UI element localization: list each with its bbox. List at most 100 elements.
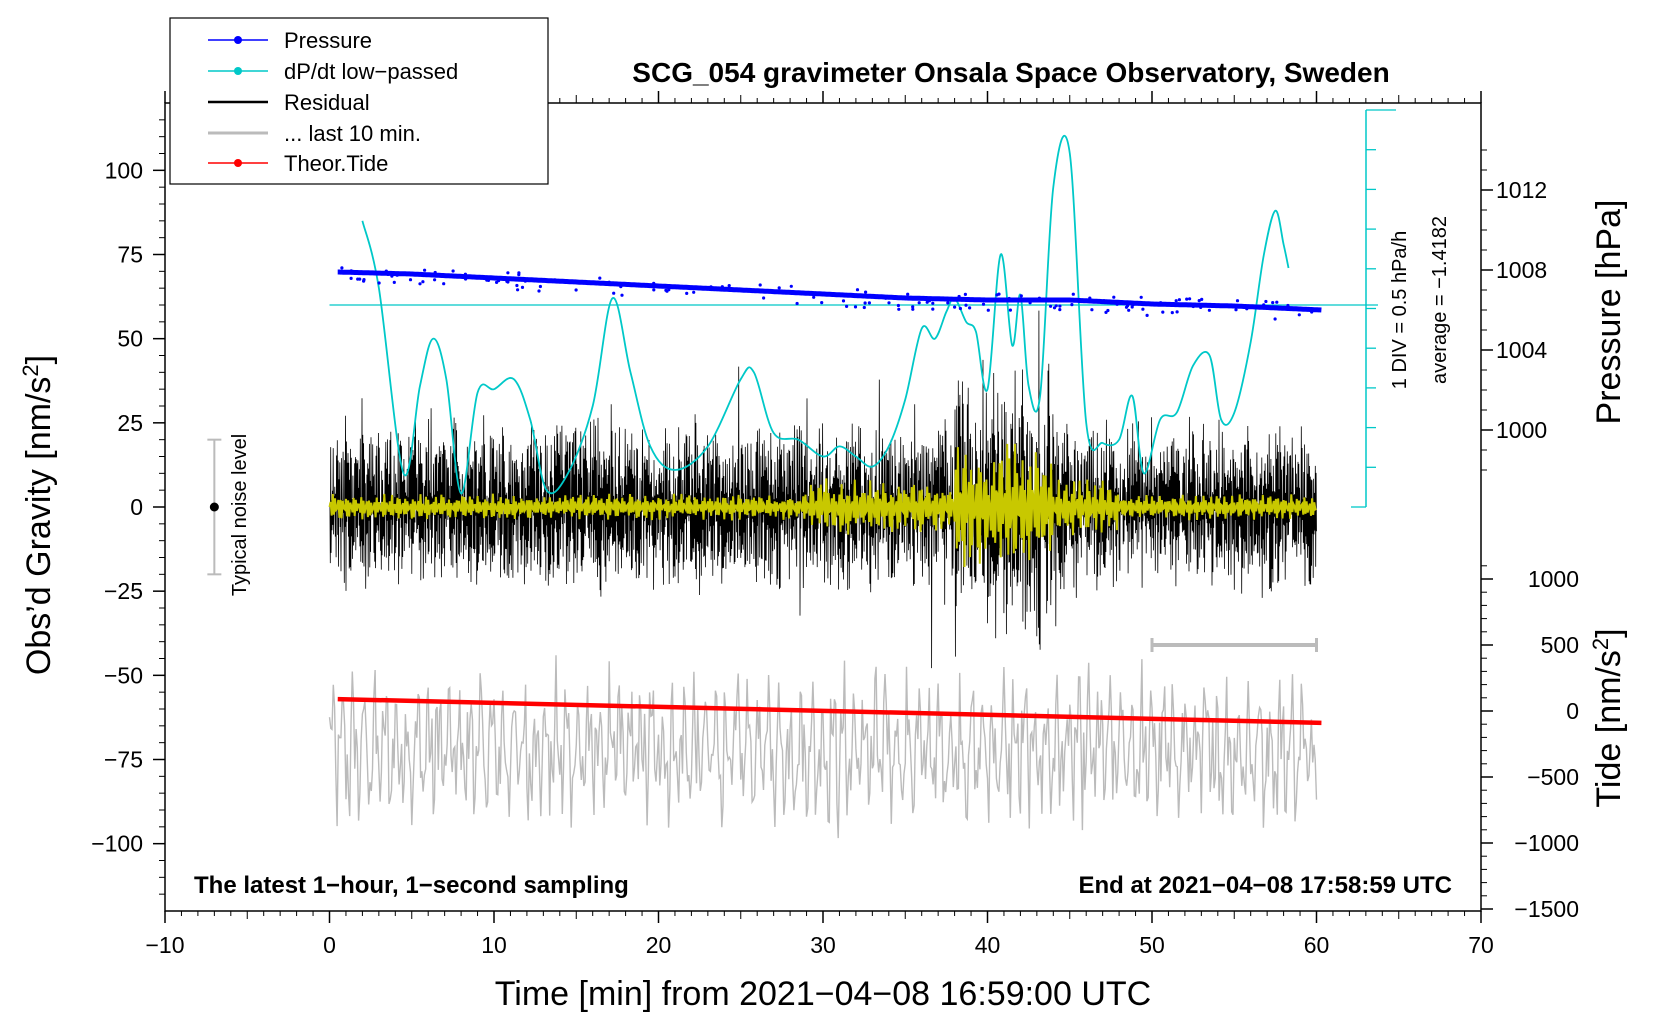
pressure-point xyxy=(1008,308,1013,312)
pressure-point xyxy=(1131,303,1135,307)
series-pressure xyxy=(337,269,1322,313)
pressure-point xyxy=(607,280,611,284)
pressure-point xyxy=(1125,304,1130,308)
pressure-point xyxy=(931,301,935,305)
y-pressure-tick-label: 1000 xyxy=(1496,417,1547,443)
pressure-point xyxy=(1191,304,1195,309)
pressure-point xyxy=(523,279,527,283)
pressure-point xyxy=(538,284,543,289)
pressure-point xyxy=(963,292,968,296)
series-last10 xyxy=(328,655,1318,839)
pressure-point xyxy=(1139,295,1143,299)
pressure-point xyxy=(795,301,799,306)
pressure-point xyxy=(1070,303,1074,307)
pressure-point xyxy=(1053,298,1057,302)
pressure-point xyxy=(896,303,901,308)
pressure-point xyxy=(506,271,510,275)
annotation-noise-level: Typical noise level xyxy=(229,434,251,596)
pressure-point xyxy=(1158,301,1162,305)
pressure-point xyxy=(550,278,554,283)
x-tick-label: 50 xyxy=(1139,932,1165,958)
pressure-point xyxy=(612,291,616,295)
legend-item-residual: Residual xyxy=(208,90,370,115)
pressure-point xyxy=(964,303,968,307)
pressure-point xyxy=(758,283,762,287)
annotation-sampling: The latest 1−hour, 1−second sampling xyxy=(194,872,629,899)
x-axis-label: Time [min] from 2021−04−08 16:59:00 UTC xyxy=(495,975,1151,1013)
pressure-point xyxy=(911,307,915,311)
pressure-point xyxy=(1028,301,1032,305)
pressure-point xyxy=(392,280,396,284)
pressure-point xyxy=(957,294,961,299)
pressure-point xyxy=(917,301,921,305)
pressure-point xyxy=(553,278,557,282)
pressure-point xyxy=(789,284,793,288)
pressure-point xyxy=(1207,308,1211,312)
pressure-point xyxy=(958,306,963,311)
pressure-point xyxy=(1215,304,1219,308)
pressure-point xyxy=(1235,299,1240,303)
pressure-point xyxy=(1090,308,1094,312)
pressure-point xyxy=(1007,296,1011,301)
pressure-point xyxy=(598,276,602,280)
pressure-point xyxy=(853,305,858,309)
pressure-point xyxy=(1199,305,1203,309)
pressure-point xyxy=(927,299,932,303)
y-tide-tick-label: 1000 xyxy=(1528,566,1579,592)
pressure-point xyxy=(433,270,437,275)
pressure-point xyxy=(486,278,491,282)
pressure-point xyxy=(1088,296,1092,300)
pressure-point xyxy=(1102,299,1106,303)
pressure-point xyxy=(652,288,656,292)
x-tick-label: 10 xyxy=(481,932,507,958)
pressure-point xyxy=(1286,303,1290,308)
pressure-point xyxy=(619,285,623,289)
pressure-point xyxy=(652,281,656,285)
y-tide-tick-label: −1000 xyxy=(1514,830,1579,856)
y-left-tick-label: 25 xyxy=(117,410,143,436)
pressure-point xyxy=(520,285,525,289)
pressure-point xyxy=(863,301,867,305)
y-tide-tick-label: −1500 xyxy=(1514,896,1579,922)
axis-layer: −10 0 10 20 30 40 50 60 701007550250−25−50−75−10… xyxy=(91,91,1579,958)
series-layer xyxy=(207,109,1396,839)
pressure-point xyxy=(386,272,390,276)
annotation-div: 1 DIV = 0.5 hPa/h xyxy=(1389,231,1411,389)
pressure-point xyxy=(1141,307,1145,311)
series-dpdt xyxy=(361,135,1290,495)
legend-label-pressure: Pressure xyxy=(284,28,372,53)
pressure-point xyxy=(855,288,860,292)
pressure-point xyxy=(1127,308,1131,312)
pressure-point xyxy=(384,269,388,273)
x-tick-label: 40 xyxy=(975,932,1001,958)
pressure-point xyxy=(968,306,972,310)
pressure-point xyxy=(1275,300,1279,304)
pressure-point xyxy=(1273,317,1277,321)
pressure-point xyxy=(463,272,467,276)
y-pressure-tick-label: 1004 xyxy=(1496,337,1547,363)
y-tide-tick-label: −500 xyxy=(1527,764,1579,790)
pressure-point xyxy=(841,299,846,303)
pressure-point xyxy=(505,279,509,283)
pressure-point xyxy=(451,269,455,273)
y-pressure-tick-label: 1012 xyxy=(1496,177,1547,203)
pressure-point xyxy=(931,307,935,311)
pressure-point xyxy=(1264,299,1268,304)
pressure-point xyxy=(621,282,625,287)
pressure-point xyxy=(720,285,724,289)
y-left-tick-label: −75 xyxy=(104,747,143,773)
pressure-point xyxy=(884,296,888,300)
annotation-end-time: End at 2021−04−08 17:58:59 UTC xyxy=(1078,872,1452,899)
pressure-point xyxy=(1030,298,1034,302)
annotation-average: average = −1.4182 xyxy=(1429,216,1451,384)
pressure-point xyxy=(1112,295,1116,299)
x-tick-label: 60 xyxy=(1304,932,1330,958)
pressure-point xyxy=(986,308,990,312)
series-filtered-residual xyxy=(328,443,1317,568)
series-residual xyxy=(329,310,1317,669)
y-axis-label-tide-text: Tide [nm/s xyxy=(1590,650,1628,807)
pressure-point xyxy=(1071,292,1075,296)
noise-bar-center xyxy=(209,502,219,512)
y-axis-label-gravity-close: ] xyxy=(20,355,58,364)
pressure-point xyxy=(1310,310,1314,314)
